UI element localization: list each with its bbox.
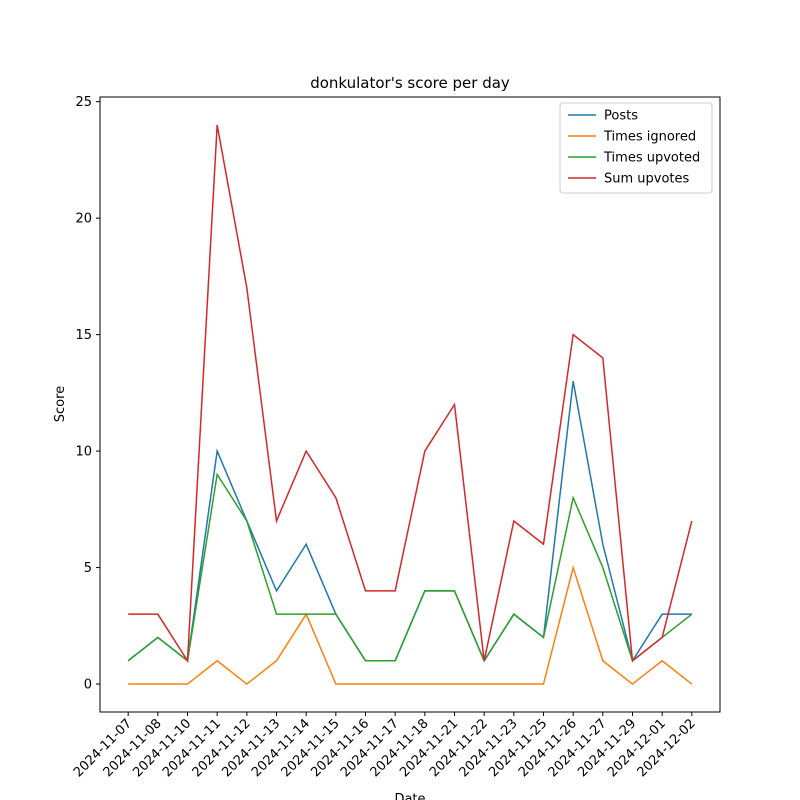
series-line — [128, 124, 693, 664]
y-tick-label: 5 — [84, 561, 92, 576]
y-tick-label: 15 — [75, 328, 92, 343]
y-tick-label: 10 — [75, 445, 92, 460]
legend-box — [559, 102, 713, 194]
legend-label: Posts — [604, 109, 638, 124]
y-tick-label: 0 — [84, 678, 92, 693]
y-axis-label: Score — [53, 386, 68, 422]
plot-frame — [99, 96, 721, 713]
y-tick-label: 25 — [75, 95, 92, 110]
y-tick-label: 20 — [75, 212, 92, 227]
legend: Posts Times ignored Times upvoted Sum upvot… — [559, 102, 713, 194]
series-line — [127, 472, 693, 663]
legend-label: Times ignored — [603, 130, 696, 145]
legend-label: Sum upvotes — [604, 172, 690, 187]
chart-title: donkulator's score per day — [310, 74, 510, 92]
x-axis-label: Date — [394, 792, 425, 800]
legend-label: Times upvoted — [603, 151, 700, 166]
series-line — [128, 564, 693, 686]
